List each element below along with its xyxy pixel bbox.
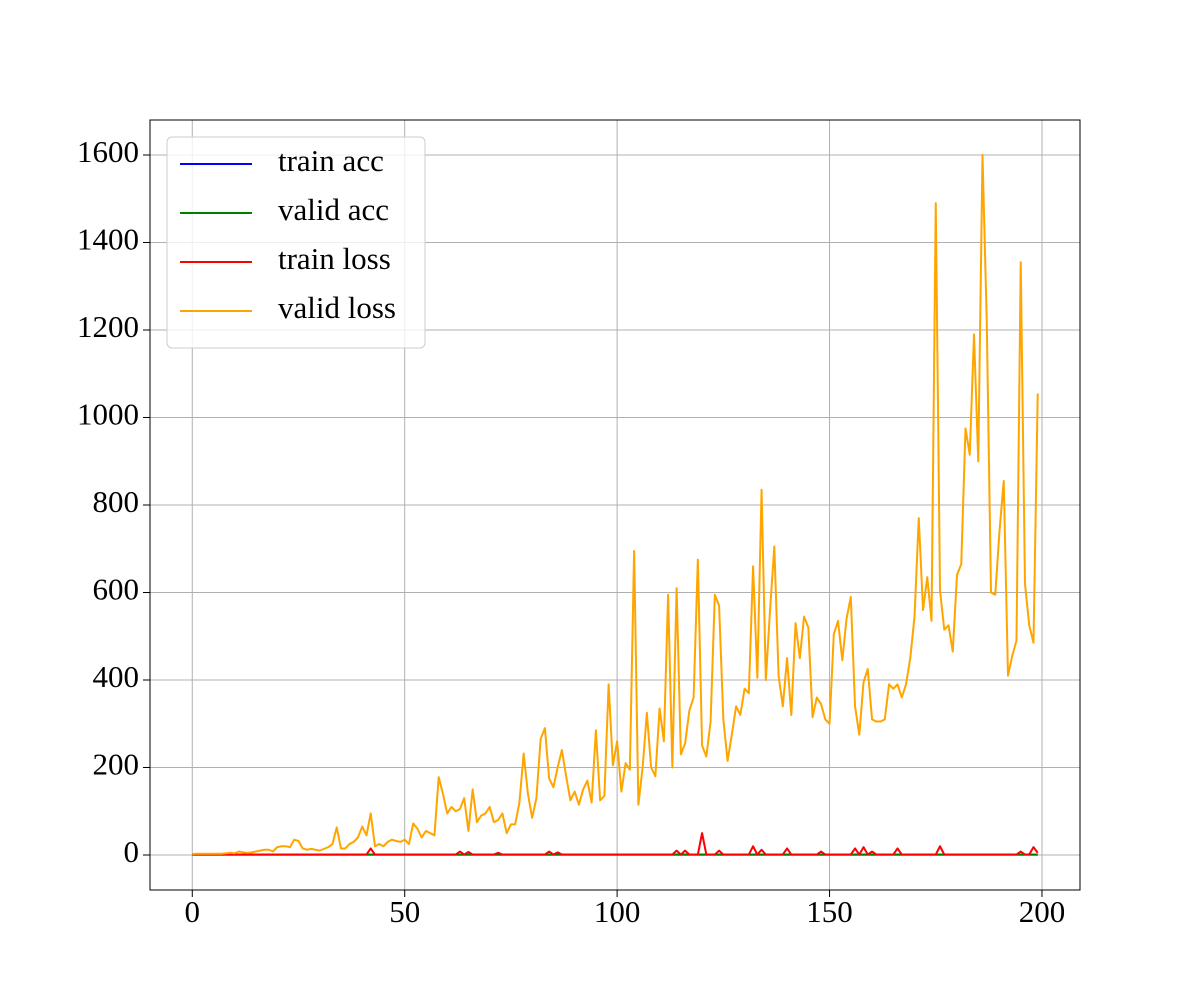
x-tick-label: 200 [1019,894,1066,929]
line-series [192,832,1039,856]
y-tick-label: 400 [93,659,140,694]
plot-frame [149,119,1081,891]
y-tick-label: 600 [93,572,140,607]
y-tick-label: 800 [93,484,140,519]
x-tick-label: 150 [806,894,853,929]
y-tick-label: 1400 [77,222,139,257]
legend-label: valid loss [278,290,396,325]
y-tick-label: 200 [93,747,140,782]
x-tick-label: 0 [185,894,201,929]
legend-box [166,136,426,349]
y-tick-label: 1200 [77,309,139,344]
legend-label: valid acc [278,192,389,227]
legend: train acc valid acc train loss valid loss [166,136,426,349]
legend-label: train acc [278,143,384,178]
legend-label: train loss [278,241,391,276]
y-tick-label: 1600 [77,134,139,169]
line-series [192,154,1039,856]
x-tick-label: 100 [594,894,641,929]
y-tick-label: 1000 [77,397,139,432]
y-tick-label: 0 [124,834,140,869]
x-tick-label: 50 [389,894,420,929]
